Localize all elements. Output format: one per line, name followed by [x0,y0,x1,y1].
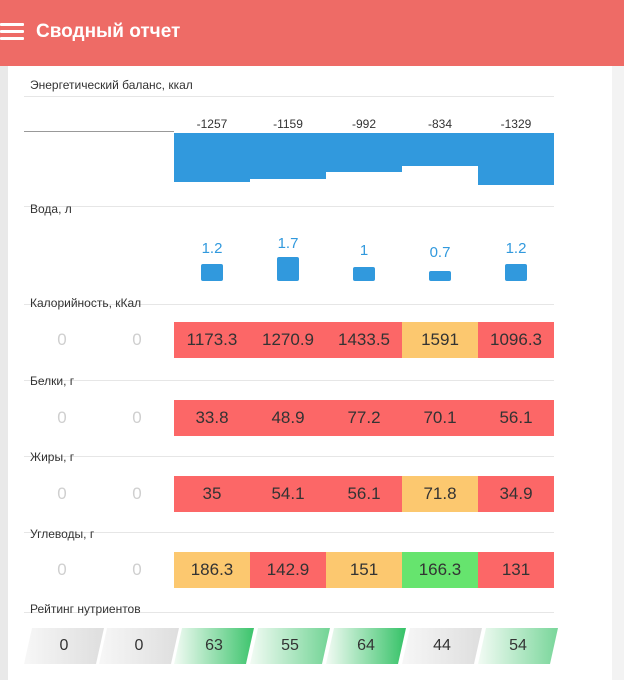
rating-shape [250,628,330,664]
carbs-cell: 0 [132,560,142,579]
rating-shape [478,628,558,664]
fat-cell: 0 [57,484,67,503]
protein-cell: 56.1 [478,400,554,436]
energy-baseline [24,131,174,132]
water-value: 1 [359,241,369,259]
energy-bar [326,133,402,172]
section-label-calories: Калорийность, кКал [30,296,142,310]
rating-shape [99,628,179,664]
rating-cell: 64 [326,628,406,664]
left-rail [0,66,8,680]
section-label-water: Вода, л [30,202,72,216]
section-label-protein: Белки, г [30,374,75,388]
rating-value: 54 [509,637,527,654]
fat-cell: 34.9 [478,476,554,512]
energy-value: -834 [427,117,453,131]
rating-cell: 63 [174,628,254,664]
calories-cell: 1433.5 [326,322,402,358]
carbs-cell: 0 [57,560,67,579]
protein-cell: 33.8 [174,400,250,436]
protein-cell: 77.2 [326,400,402,436]
section-label-carbs: Углеводы, г [30,527,95,541]
divider [24,532,554,533]
fat-cell: 54.1 [250,476,326,512]
rating-shape [402,628,482,664]
water-glass-icon [201,264,223,281]
rating-value: 0 [134,637,144,654]
rating-value: 0 [59,637,69,654]
carbs-cell: 166.3 [402,552,478,588]
water-value: 0.7 [429,244,451,262]
carbs-cell: 131 [478,552,554,588]
calories-cell: 1173.3 [174,322,250,358]
rating-cell: 0 [24,628,104,664]
calories-cell: 1096.3 [478,322,554,358]
carbs-cell: 142.9 [250,552,326,588]
section-label-rating: Рейтинг нутриентов [30,602,141,616]
divider [24,206,554,207]
divider [24,380,554,381]
divider [24,612,554,613]
protein-cell: 0 [57,408,67,427]
fat-cell: 0 [132,484,142,503]
fat-cell: 35 [174,476,250,512]
protein-cell: 0 [132,408,142,427]
energy-bar [478,133,554,186]
page-title: Сводный отчет [36,21,181,42]
calories-cell: 1591 [402,322,478,358]
fat-cell: 56.1 [326,476,402,512]
rating-value: 63 [205,637,223,654]
rating-value: 44 [433,637,451,654]
rating-shape [24,628,104,664]
energy-bar [174,133,250,183]
section-label-energy: Энергетический баланс, ккал [30,78,193,92]
app-header: Сводный отчет [0,0,624,66]
rating-cell: 44 [402,628,482,664]
divider [24,96,554,97]
energy-value: -1159 [273,117,303,131]
carbs-cell: 186.3 [174,552,250,588]
scrollbar-track[interactable] [612,66,624,680]
section-label-fat: Жиры, г [30,450,75,464]
rating-value: 55 [281,637,299,654]
energy-value: -1257 [196,117,228,131]
rating-shape [174,628,254,664]
divider [24,304,554,305]
carbs-cell: 151 [326,552,402,588]
rating-shape [326,628,406,664]
energy-bar [250,133,326,179]
calories-cell: 0 [132,330,142,349]
water-glass-icon [277,257,299,281]
energy-value: -1329 [500,117,532,131]
rating-cell: 54 [478,628,558,664]
water-glass-icon [505,264,527,281]
water-value: 1.7 [277,235,299,252]
protein-cell: 48.9 [250,400,326,436]
calories-cell: 1270.9 [250,322,326,358]
hamburger-menu-icon[interactable] [0,20,26,44]
energy-value: -992 [351,117,377,131]
fat-cell: 71.8 [402,476,478,512]
protein-cell: 70.1 [402,400,478,436]
water-value: 1.2 [505,239,527,257]
calories-cell: 0 [57,330,67,349]
energy-bar [402,133,478,166]
divider [24,456,554,457]
water-value: 1.2 [201,239,223,257]
water-glass-icon [429,271,451,281]
rating-cell: 55 [250,628,330,664]
water-glass-icon [353,266,375,281]
rating-cell: 0 [99,628,179,664]
rating-value: 64 [357,637,375,654]
